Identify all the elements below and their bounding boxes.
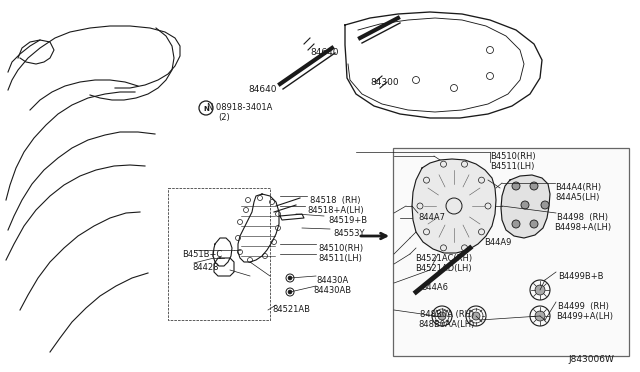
Circle shape (438, 312, 446, 320)
Circle shape (288, 290, 292, 294)
Circle shape (535, 285, 545, 295)
Text: 84640: 84640 (310, 48, 339, 57)
Text: B4521AD(LH): B4521AD(LH) (415, 264, 472, 273)
Circle shape (512, 182, 520, 190)
Text: B4510(RH): B4510(RH) (490, 152, 536, 161)
Circle shape (472, 312, 480, 320)
Text: 84518+A(LH): 84518+A(LH) (307, 206, 364, 215)
Text: B4498  (RH): B4498 (RH) (557, 213, 608, 222)
Polygon shape (412, 159, 496, 253)
Circle shape (535, 311, 545, 321)
Text: B4521AC(RH): B4521AC(RH) (415, 254, 472, 263)
Text: B4499+A(LH): B4499+A(LH) (556, 312, 613, 321)
Text: B4511(LH): B4511(LH) (490, 162, 534, 171)
Circle shape (541, 201, 549, 209)
Text: 84518  (RH): 84518 (RH) (310, 196, 360, 205)
Text: 84519+B: 84519+B (328, 216, 367, 225)
Text: N: N (203, 106, 209, 112)
Text: 84300: 84300 (370, 78, 399, 87)
Text: (2): (2) (218, 113, 230, 122)
Text: B44A9: B44A9 (484, 238, 511, 247)
Text: J843006W: J843006W (568, 355, 614, 364)
Text: 84553Y: 84553Y (333, 229, 365, 238)
Text: 84430AB: 84430AB (313, 286, 351, 295)
Text: 844A6: 844A6 (421, 283, 448, 292)
Text: 844A5(LH): 844A5(LH) (555, 193, 600, 202)
Text: B4499B+B: B4499B+B (558, 272, 604, 281)
Text: 848B0AA(LH): 848B0AA(LH) (418, 320, 474, 329)
Circle shape (512, 220, 520, 228)
Circle shape (521, 201, 529, 209)
Circle shape (530, 220, 538, 228)
Circle shape (530, 182, 538, 190)
Text: B451B+C: B451B+C (182, 250, 222, 259)
Polygon shape (501, 175, 550, 238)
Text: N 08918-3401A: N 08918-3401A (207, 103, 273, 112)
Text: B4498+A(LH): B4498+A(LH) (554, 223, 611, 232)
Text: 848B0A (RH): 848B0A (RH) (420, 310, 474, 319)
Text: 84521AB: 84521AB (272, 305, 310, 314)
Text: 84430A: 84430A (316, 276, 348, 285)
FancyBboxPatch shape (393, 148, 629, 356)
Text: 84640: 84640 (248, 85, 276, 94)
Circle shape (288, 276, 292, 280)
Text: 84428: 84428 (192, 263, 218, 272)
Text: B4499  (RH): B4499 (RH) (558, 302, 609, 311)
Text: 844A7: 844A7 (418, 213, 445, 222)
Text: 84510(RH): 84510(RH) (318, 244, 363, 253)
Text: B44A4(RH): B44A4(RH) (555, 183, 601, 192)
Text: 84511(LH): 84511(LH) (318, 254, 362, 263)
